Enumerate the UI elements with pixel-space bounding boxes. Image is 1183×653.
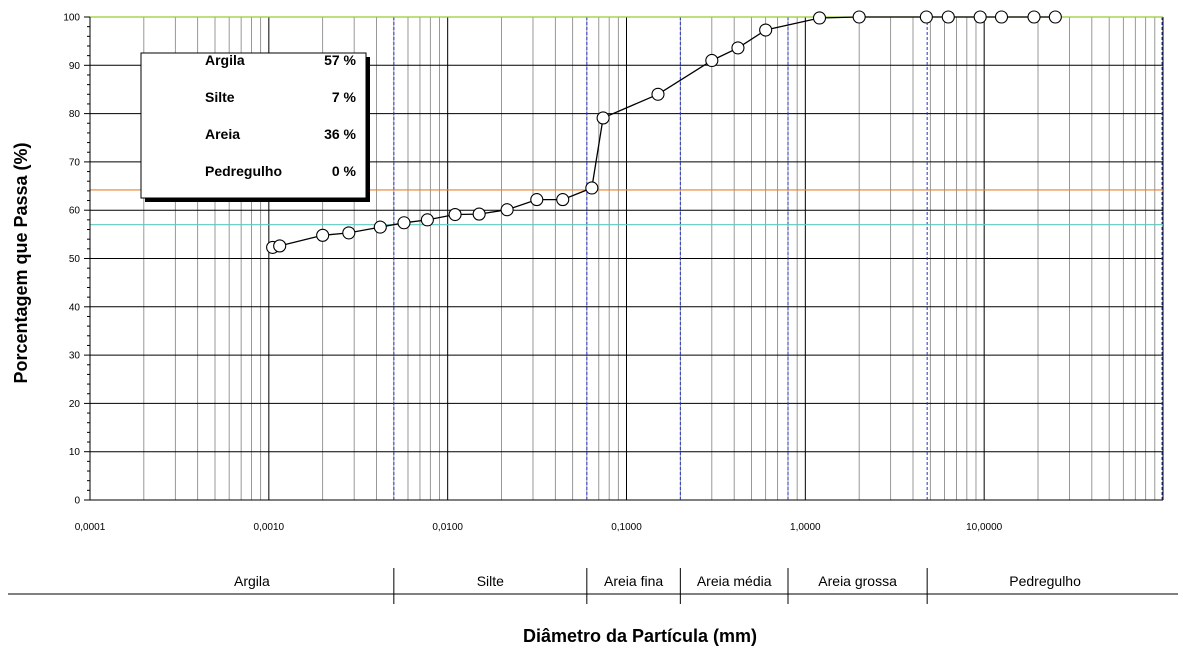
classification-label: Areia fina [604, 573, 663, 589]
data-point [596, 111, 610, 125]
y-tick-label: 100 [63, 13, 80, 24]
data-point [994, 10, 1009, 24]
data-point [852, 10, 866, 24]
axes: 0 10 20 30 40 50 60 70 80 90 100 0,0001 0,0010 0,0100… [63, 13, 1002, 534]
y-tick-label: 80 [69, 109, 81, 120]
legend-row-value: 57 % [324, 52, 356, 68]
series-layer [266, 10, 1062, 254]
classification-bar: Argila Silte Areia fina Areia média Areia gr… [8, 568, 1178, 604]
data-point [973, 10, 987, 24]
legend-row-label: Pedregulho [205, 163, 282, 179]
data-point [1027, 10, 1041, 24]
series-line [272, 16, 1056, 249]
data-point [556, 193, 570, 207]
x-tick-label: 0,1000 [611, 522, 642, 533]
data-point [1048, 10, 1062, 24]
x-axis-label: Diâmetro da Partícula (mm) [523, 626, 757, 646]
data-point [941, 10, 955, 24]
data-point [919, 10, 933, 24]
y-tick-label: 40 [69, 302, 81, 313]
y-tick-label: 70 [69, 157, 81, 168]
legend-frame [140, 52, 367, 199]
data-point [759, 23, 773, 37]
data-point [585, 181, 599, 195]
legend-row-value: 0 % [332, 163, 357, 179]
data-point [812, 11, 827, 25]
data-point [420, 213, 434, 227]
data-point [273, 239, 287, 253]
y-tick-label: 30 [69, 351, 81, 362]
data-point [472, 207, 486, 221]
classification-label: Areia grossa [818, 573, 897, 589]
x-tick-label: 0,0010 [254, 522, 285, 533]
x-tick-label: 1,0000 [790, 522, 821, 533]
legend-box: Argila 57 % Silte 7 % Areia 36 % Pedregulho 0 % [140, 52, 370, 202]
y-tick-label: 60 [69, 206, 81, 217]
legend-row-value: 36 % [324, 126, 356, 142]
data-point [530, 193, 544, 207]
legend-row-label: Silte [205, 89, 235, 105]
data-point [397, 216, 411, 230]
data-point [651, 87, 665, 101]
x-tick-label: 0,0001 [75, 522, 106, 533]
classification-label: Argila [234, 573, 270, 589]
data-point [705, 53, 719, 68]
y-tick-label: 10 [69, 447, 81, 458]
legend-row-value: 7 % [332, 89, 357, 105]
y-axis-label: Porcentagem que Passa (%) [11, 142, 31, 383]
legend-row-label: Areia [205, 126, 240, 142]
y-tick-label: 20 [69, 399, 81, 410]
y-tick-label: 50 [69, 254, 81, 265]
data-point [373, 220, 387, 234]
classification-label: Pedregulho [1009, 573, 1081, 589]
legend-row-label: Argila [205, 52, 245, 68]
data-point [342, 226, 356, 240]
data-point [448, 207, 462, 222]
classification-label: Silte [477, 573, 504, 589]
classification-label: Areia média [697, 573, 772, 589]
data-point [731, 41, 745, 55]
x-tick-label: 10,0000 [966, 522, 1003, 533]
data-point [316, 228, 330, 242]
y-tick-label: 0 [74, 496, 80, 507]
x-tick-label: 0,0100 [432, 522, 463, 533]
y-tick-label: 90 [69, 61, 81, 72]
data-point [500, 203, 514, 217]
